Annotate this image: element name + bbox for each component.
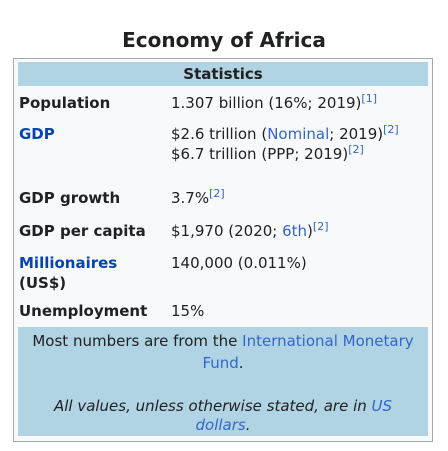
gdp-nominal-pre: $2.6 trillion ( xyxy=(171,125,268,143)
us-dollars-link-part2[interactable]: dollars xyxy=(195,416,246,434)
gdp-per-capita-pre: $1,970 (2020; xyxy=(171,222,283,240)
rank-6th-link[interactable]: 6th xyxy=(282,222,308,240)
us-dollars-link-part1[interactable]: US xyxy=(371,397,393,415)
infobox-footer: Most numbers are from the International … xyxy=(18,327,428,436)
gdp-per-capita-ref[interactable]: [2] xyxy=(312,220,329,233)
gdp-growth-ref[interactable]: [2] xyxy=(209,187,225,200)
imf-link-part1[interactable]: International Monetary xyxy=(242,332,414,350)
currency-note-post: . xyxy=(245,416,251,434)
gdp-nominal-ref[interactable]: [2] xyxy=(383,123,399,136)
millionaires-label: Millionaires (US$) xyxy=(19,253,159,293)
infobox-title: Economy of Africa xyxy=(122,28,326,52)
gdp-growth-label: GDP growth xyxy=(19,189,121,207)
unemployment-value: 15% xyxy=(171,302,205,320)
millionaires-unit: (US$) xyxy=(19,274,67,292)
gdp-ppp-value: $6.7 trillion (PPP; 2019) xyxy=(171,145,349,163)
gdp-nominal-post: ; 2019) xyxy=(329,125,384,143)
nominal-link[interactable]: Nominal xyxy=(267,125,330,143)
gdp-growth-value: 3.7% xyxy=(171,189,210,207)
population-label: Population xyxy=(19,94,111,112)
gdp-ppp-line: $6.7 trillion (PPP; 2019)[2] xyxy=(171,144,429,164)
gdp-label-link[interactable]: GDP xyxy=(19,125,55,143)
gdp-value-cell: $2.6 trillion (Nominal; 2019)[2] $6.7 tr… xyxy=(171,124,429,164)
source-note: Most numbers are from the International … xyxy=(18,330,428,374)
population-value: 1.307 billion (16%; 2019) xyxy=(171,94,362,112)
imf-link-part2[interactable]: Fund xyxy=(202,354,239,372)
unemployment-label: Unemployment xyxy=(19,302,148,320)
gdp-ppp-ref[interactable]: [2] xyxy=(348,143,364,156)
currency-note-pre: All values, unless otherwise stated, are… xyxy=(53,397,372,415)
millionaires-value: 140,000 (0.011%) xyxy=(171,254,307,272)
statistics-infobox: Statistics Population 1.307 billion (16%… xyxy=(13,58,433,442)
statistics-header: Statistics xyxy=(18,62,428,86)
source-note-post: . xyxy=(238,354,244,372)
population-ref[interactable]: [1] xyxy=(361,92,377,105)
gdp-per-capita-label: GDP per capita xyxy=(19,222,146,240)
gdp-nominal-line: $2.6 trillion (Nominal; 2019)[2] xyxy=(171,124,429,144)
gdp-per-capita-value-cell: $1,970 (2020; 6th)[2] xyxy=(171,221,429,241)
gdp-per-capita-post: ) xyxy=(307,222,313,240)
source-note-pre: Most numbers are from the xyxy=(32,332,243,350)
millionaires-link[interactable]: Millionaires xyxy=(19,254,118,272)
population-value-cell: 1.307 billion (16%; 2019)[1] xyxy=(171,93,429,113)
currency-note: All values, unless otherwise stated, are… xyxy=(18,397,428,435)
gdp-growth-value-cell: 3.7%[2] xyxy=(171,188,429,208)
